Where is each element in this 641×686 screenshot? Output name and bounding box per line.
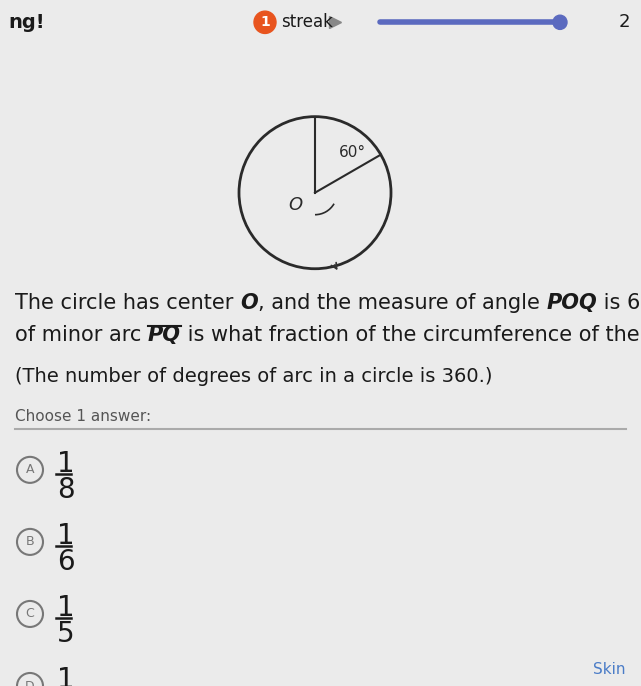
Text: A: A <box>26 463 34 476</box>
Circle shape <box>553 15 567 29</box>
Text: streak: streak <box>281 13 333 32</box>
Text: D: D <box>25 680 35 686</box>
Text: of minor arc: of minor arc <box>15 324 148 345</box>
Text: is what fraction of the circumference of the circle?: is what fraction of the circumference of… <box>181 324 641 345</box>
Text: Choose 1 answer:: Choose 1 answer: <box>15 409 151 424</box>
Text: 6: 6 <box>57 548 74 576</box>
Text: 60°: 60° <box>339 145 366 160</box>
Text: 8: 8 <box>57 476 74 504</box>
Text: 1: 1 <box>57 522 74 550</box>
Text: Skin: Skin <box>594 662 626 677</box>
Text: The circle has center: The circle has center <box>15 293 240 313</box>
Text: 1: 1 <box>57 594 74 622</box>
Text: , and the measure of angle: , and the measure of angle <box>258 293 546 313</box>
Text: (The number of degrees of arc in a circle is 360.): (The number of degrees of arc in a circl… <box>15 367 492 386</box>
Text: B: B <box>26 535 35 548</box>
Text: is 60°. The length: is 60°. The length <box>597 293 641 313</box>
Text: POQ: POQ <box>546 293 597 313</box>
Text: 2: 2 <box>619 13 630 32</box>
Text: 5: 5 <box>57 620 74 648</box>
Text: 1: 1 <box>57 450 74 478</box>
Text: PQ: PQ <box>148 324 181 345</box>
Text: O: O <box>288 196 302 214</box>
Text: 1: 1 <box>260 15 270 29</box>
Text: 1: 1 <box>57 666 74 686</box>
Text: O: O <box>240 293 258 313</box>
Text: ng!: ng! <box>8 13 45 32</box>
Circle shape <box>254 11 276 34</box>
Text: C: C <box>26 608 35 620</box>
